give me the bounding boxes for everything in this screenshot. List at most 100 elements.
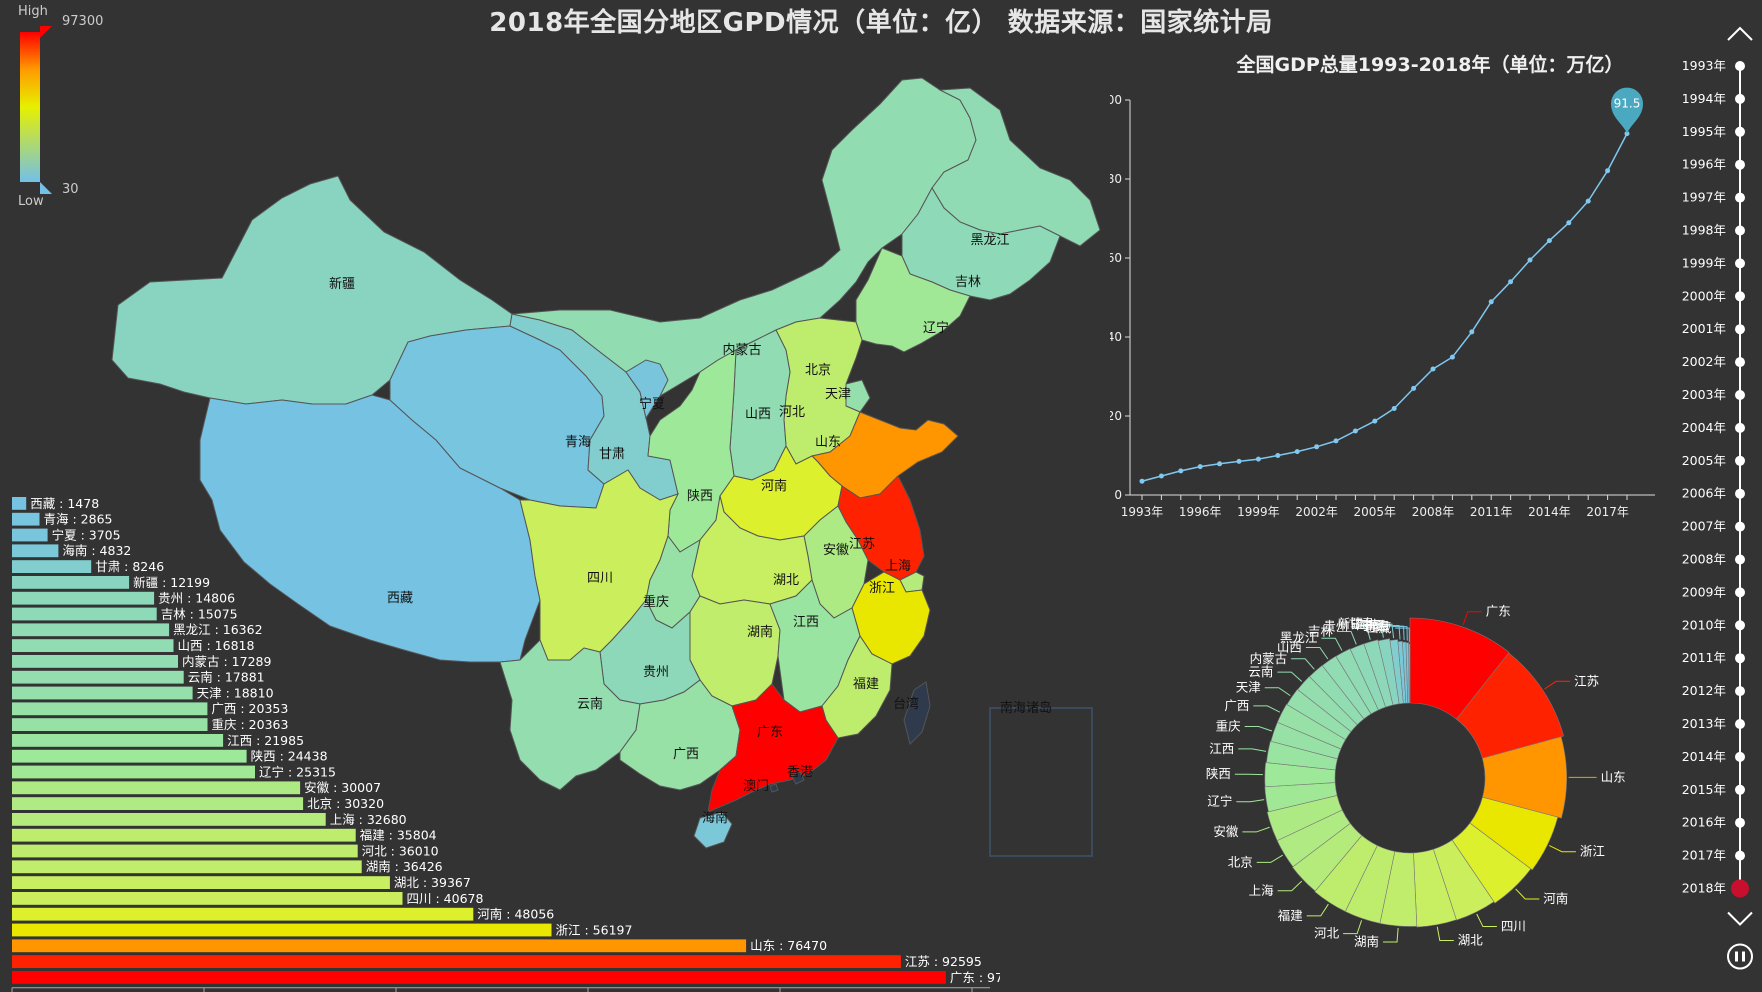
line-point-18[interactable]: [1469, 329, 1475, 335]
timeline-node-2[interactable]: [1735, 93, 1745, 104]
bar-31[interactable]: [12, 971, 946, 984]
line-point-22[interactable]: [1546, 238, 1552, 244]
bar-2[interactable]: [12, 512, 40, 526]
bar-5[interactable]: [12, 560, 92, 573]
line-point-8[interactable]: [1275, 453, 1281, 458]
timeline-node-19[interactable]: [1735, 653, 1745, 664]
bar-30[interactable]: [12, 955, 901, 968]
bar-14[interactable]: [12, 702, 208, 716]
line-point-1[interactable]: [1139, 478, 1145, 484]
bar-23[interactable]: [12, 844, 358, 858]
timeline-node-9[interactable]: [1735, 324, 1745, 335]
bar-16[interactable]: [12, 734, 224, 747]
visualmap-bar[interactable]: [18, 26, 58, 196]
line-max-marker[interactable]: [1611, 87, 1643, 134]
timeline-node-7[interactable]: [1735, 258, 1745, 269]
timeline-node-21[interactable]: [1735, 719, 1745, 729]
line-point-25[interactable]: [1605, 168, 1611, 174]
province-8[interactable]: [855, 247, 971, 353]
line-point-12[interactable]: [1352, 428, 1358, 434]
donut-slice-31[interactable]: [1408, 643, 1411, 704]
bar-15[interactable]: [12, 718, 208, 731]
province-9[interactable]: [625, 359, 669, 420]
bar-3[interactable]: [12, 528, 48, 542]
timeline-node-4[interactable]: [1735, 159, 1745, 170]
timeline-node-6[interactable]: [1735, 225, 1745, 236]
bar-11[interactable]: [12, 655, 178, 668]
line-point-15[interactable]: [1411, 385, 1417, 391]
bar-24[interactable]: [12, 860, 362, 874]
donut-slice-3[interactable]: [1481, 736, 1567, 819]
timeline-node-24[interactable]: [1735, 817, 1745, 828]
timeline-node-14[interactable]: [1735, 488, 1745, 499]
bar-7[interactable]: [12, 591, 155, 605]
timeline-node-18[interactable]: [1735, 620, 1745, 631]
timeline-node-11[interactable]: [1735, 390, 1745, 400]
line-point-13[interactable]: [1372, 418, 1378, 424]
province-28[interactable]: [821, 635, 893, 739]
bar-26[interactable]: [12, 892, 403, 905]
bar-27[interactable]: [12, 907, 474, 921]
timeline-node-15[interactable]: [1735, 521, 1745, 532]
line-point-5[interactable]: [1217, 461, 1223, 467]
line-point-17[interactable]: [1449, 354, 1455, 360]
line-point-11[interactable]: [1333, 438, 1339, 444]
bar-4[interactable]: [12, 544, 59, 558]
timeline-node-12[interactable]: [1735, 422, 1745, 433]
donut-slice-1[interactable]: [1409, 617, 1510, 720]
line-point-21[interactable]: [1527, 257, 1533, 263]
line-point-9[interactable]: [1294, 449, 1300, 455]
bar-25[interactable]: [12, 876, 390, 889]
timeline-node-16[interactable]: [1735, 554, 1745, 565]
timeline-node-3[interactable]: [1735, 126, 1745, 137]
bar-21[interactable]: [12, 813, 326, 826]
donut-slice-2[interactable]: [1456, 652, 1565, 759]
bar-10[interactable]: [12, 639, 174, 652]
timeline-node-13[interactable]: [1735, 455, 1745, 466]
line-point-19[interactable]: [1488, 299, 1494, 305]
province-30[interactable]: [707, 683, 839, 813]
bar-29[interactable]: [12, 939, 747, 953]
visualmap-min-handle[interactable]: [40, 182, 52, 194]
line-point-7[interactable]: [1255, 456, 1261, 462]
line-point-16[interactable]: [1430, 366, 1436, 372]
timeline-node-25[interactable]: [1735, 850, 1745, 861]
province-34[interactable]: [769, 783, 779, 793]
bar-12[interactable]: [12, 670, 184, 684]
line-point-20[interactable]: [1508, 279, 1514, 285]
line-point-24[interactable]: [1585, 198, 1591, 204]
line-point-6[interactable]: [1236, 458, 1242, 464]
timeline-next-icon[interactable]: [1727, 911, 1753, 926]
timeline-node-26[interactable]: [1731, 879, 1749, 898]
bar-9[interactable]: [12, 623, 170, 637]
bar-13[interactable]: [12, 686, 193, 700]
line-point-10[interactable]: [1314, 444, 1320, 450]
timeline-node-8[interactable]: [1735, 291, 1745, 302]
bar-17[interactable]: [12, 749, 247, 763]
timeline-node-10[interactable]: [1735, 357, 1745, 368]
visualmap-max-handle[interactable]: [40, 26, 52, 38]
line-point-14[interactable]: [1391, 406, 1397, 411]
bar-28[interactable]: [12, 923, 552, 937]
line-point-26[interactable]: [1624, 131, 1630, 137]
line-point-23[interactable]: [1566, 220, 1572, 226]
province-31[interactable]: [693, 811, 733, 849]
line-point-3[interactable]: [1178, 468, 1184, 474]
bar-20[interactable]: [12, 797, 304, 810]
timeline-node-22[interactable]: [1735, 751, 1745, 762]
timeline-node-17[interactable]: [1735, 587, 1745, 598]
bar-1[interactable]: [12, 497, 27, 510]
line-point-4[interactable]: [1197, 464, 1203, 470]
timeline-node-20[interactable]: [1735, 686, 1745, 697]
bar-19[interactable]: [12, 781, 301, 795]
bar-6[interactable]: [12, 576, 130, 589]
timeline-node-1[interactable]: [1735, 61, 1745, 71]
bar-22[interactable]: [12, 828, 356, 842]
timeline-node-5[interactable]: [1735, 192, 1745, 203]
timeline-node-23[interactable]: [1735, 784, 1745, 795]
province-2[interactable]: [199, 394, 541, 663]
line-point-2[interactable]: [1158, 473, 1164, 479]
province-33[interactable]: [791, 771, 805, 785]
province-32[interactable]: [903, 681, 931, 745]
timeline-pause-icon[interactable]: [1727, 943, 1753, 970]
